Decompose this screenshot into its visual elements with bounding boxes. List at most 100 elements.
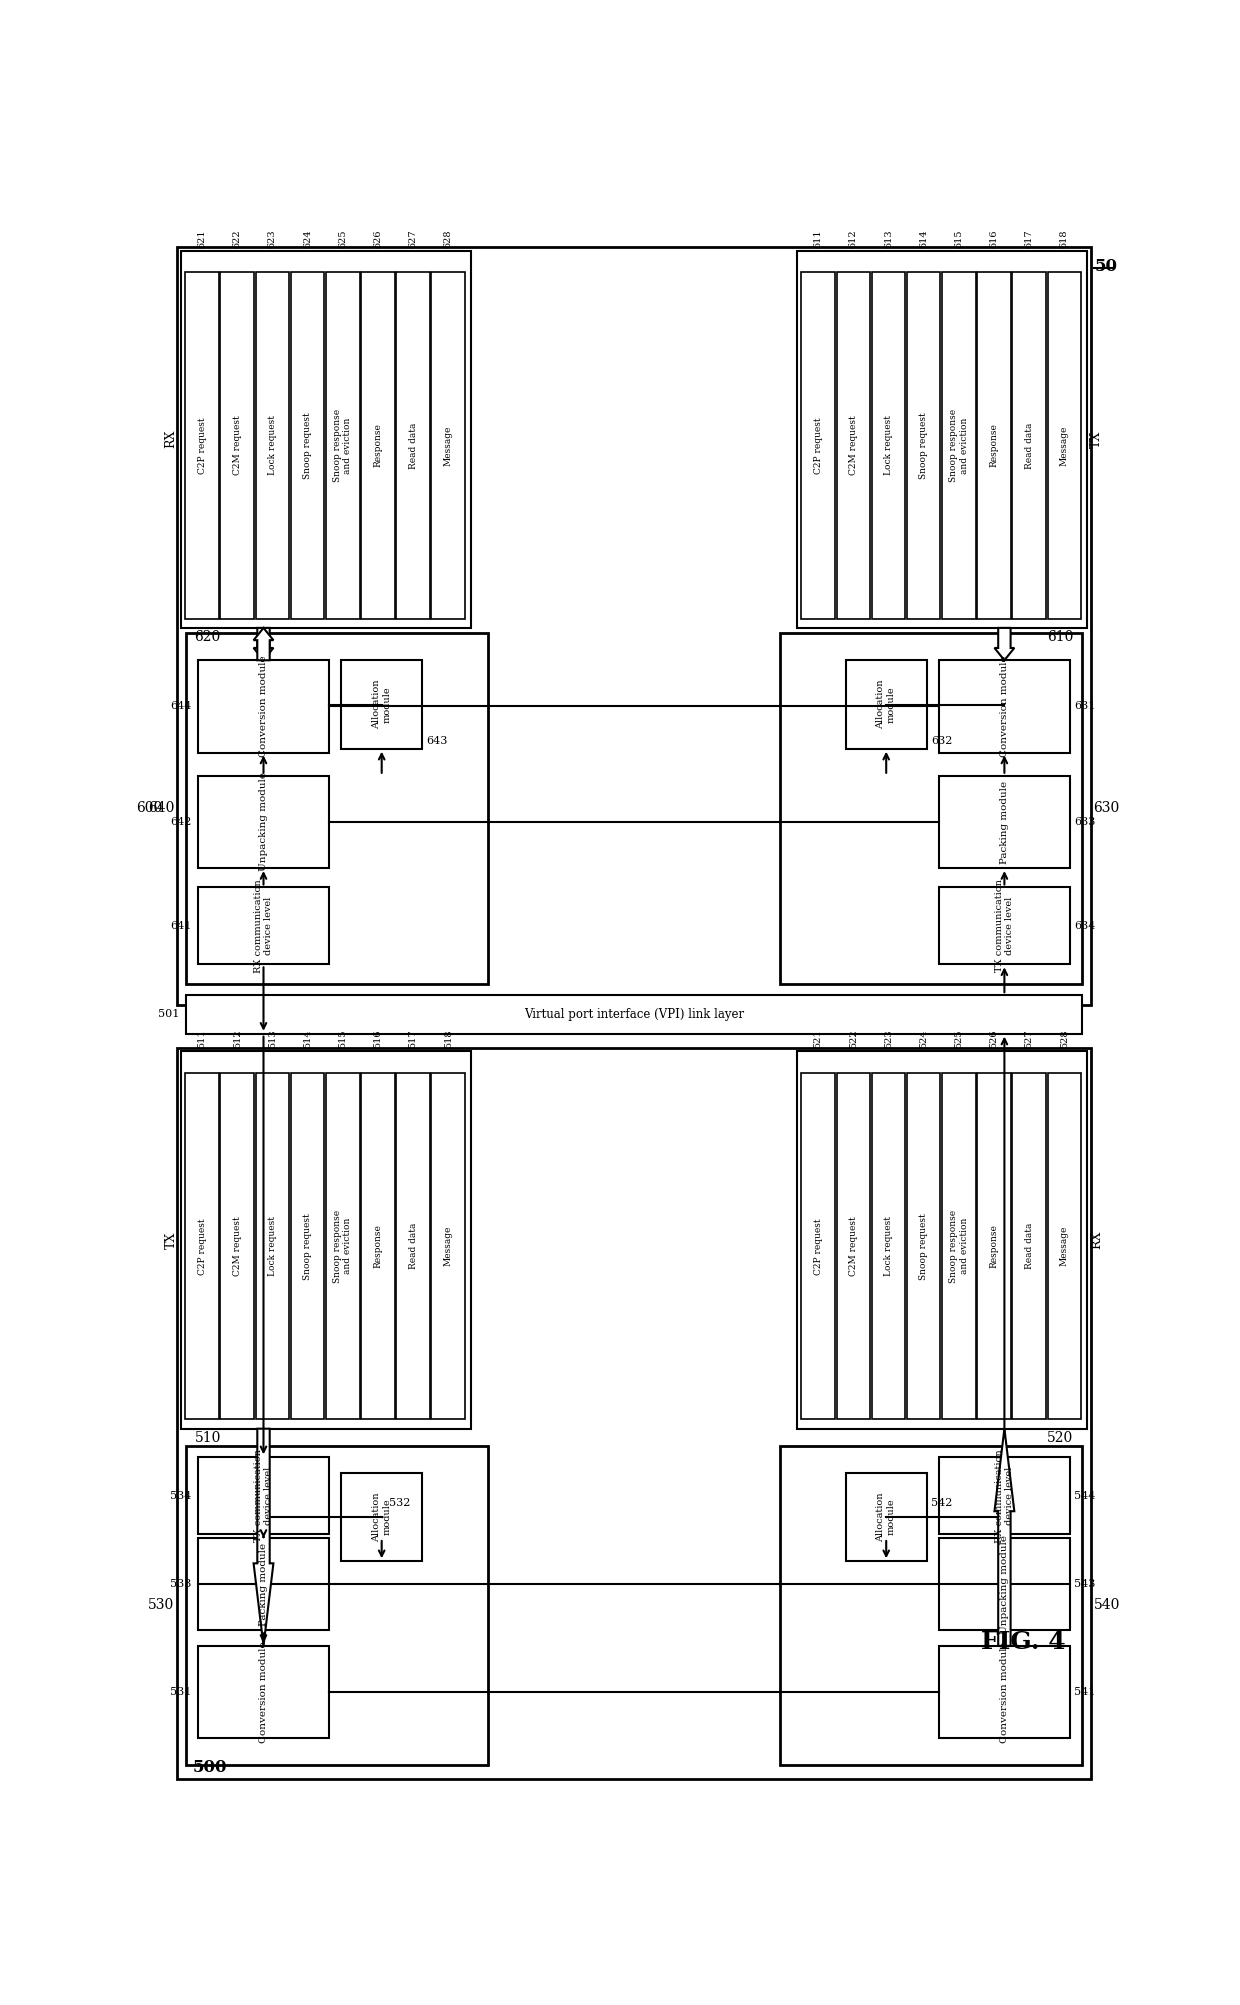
Text: 540: 540 (1094, 1598, 1120, 1612)
Text: 624: 624 (303, 229, 312, 247)
Text: C2M request: C2M request (233, 1217, 242, 1275)
Bar (197, 1538, 330, 1630)
Text: Response: Response (373, 423, 382, 467)
Text: 524: 524 (919, 1031, 929, 1049)
Text: Snoop response
and eviction: Snoop response and eviction (949, 1209, 968, 1283)
Bar (1048, 1073, 1081, 1420)
Text: Snoop response
and eviction: Snoop response and eviction (334, 409, 352, 481)
Bar (801, 1073, 835, 1420)
Bar (432, 273, 465, 620)
Bar (801, 273, 835, 620)
Text: Snoop request: Snoop request (919, 1213, 929, 1279)
Bar (939, 888, 1070, 964)
Bar (797, 251, 1087, 628)
Text: 643: 643 (427, 736, 448, 746)
Text: Read data: Read data (408, 423, 418, 469)
Text: Message: Message (1060, 425, 1069, 465)
Bar (197, 1646, 330, 1738)
Text: 621: 621 (197, 229, 207, 247)
Text: Response: Response (990, 1225, 998, 1267)
Text: C2M request: C2M request (849, 1217, 858, 1275)
Text: 641: 641 (170, 920, 191, 930)
Text: Conversion module: Conversion module (999, 656, 1009, 758)
Bar (846, 660, 926, 748)
Text: TX: TX (1090, 431, 1104, 447)
Bar (942, 273, 976, 620)
Bar (361, 1073, 394, 1420)
Bar (341, 1472, 423, 1562)
Bar (939, 1458, 1070, 1534)
Text: 513: 513 (268, 1031, 277, 1049)
Text: 611: 611 (813, 229, 822, 247)
Bar (185, 1073, 218, 1420)
Bar (221, 1073, 254, 1420)
Bar (186, 1446, 489, 1764)
Bar (872, 1073, 905, 1420)
Text: 618: 618 (1060, 229, 1069, 247)
Bar (939, 1646, 1070, 1738)
FancyArrow shape (994, 628, 1014, 660)
Text: 517: 517 (408, 1031, 418, 1049)
Text: 516: 516 (373, 1031, 382, 1049)
Text: 501: 501 (159, 1009, 180, 1019)
Text: Lock request: Lock request (884, 415, 893, 475)
Text: C2M request: C2M request (849, 415, 858, 475)
Text: 50: 50 (1095, 257, 1118, 275)
Text: 600: 600 (136, 802, 162, 816)
Text: 522: 522 (849, 1031, 858, 1049)
Text: TX communication
device level: TX communication device level (994, 880, 1014, 972)
Text: 531: 531 (170, 1686, 191, 1696)
Text: C2P request: C2P request (813, 417, 822, 473)
Bar (906, 1073, 940, 1420)
Text: 527: 527 (1024, 1031, 1034, 1049)
Text: 612: 612 (849, 229, 858, 247)
Bar (290, 273, 325, 620)
Text: Virtual port interface (VPI) link layer: Virtual port interface (VPI) link layer (523, 1009, 744, 1021)
Text: Read data: Read data (1024, 423, 1034, 469)
Text: Snoop request: Snoop request (303, 413, 312, 479)
Text: Conversion module: Conversion module (999, 1642, 1009, 1742)
Bar (255, 273, 289, 620)
Text: 632: 632 (931, 736, 952, 746)
Bar (837, 1073, 870, 1420)
Bar (797, 1051, 1087, 1430)
Bar (846, 1472, 926, 1562)
Bar (977, 273, 1011, 620)
Text: Snoop request: Snoop request (919, 413, 929, 479)
Bar (255, 1073, 289, 1420)
Text: RX communication
device level: RX communication device level (254, 878, 273, 972)
Bar (872, 273, 905, 620)
Bar (1012, 273, 1047, 620)
Bar (939, 1538, 1070, 1630)
Text: 634: 634 (1074, 920, 1095, 930)
Text: 642: 642 (170, 816, 191, 826)
Text: 627: 627 (408, 229, 418, 247)
Text: 544: 544 (1074, 1490, 1095, 1500)
Bar (906, 273, 940, 620)
Text: RX: RX (165, 431, 177, 449)
Text: Lock request: Lock request (268, 415, 277, 475)
FancyArrow shape (994, 1430, 1014, 1646)
Bar (186, 994, 1081, 1035)
Bar (176, 1047, 1091, 1778)
Bar (186, 634, 489, 984)
Text: 532: 532 (389, 1498, 410, 1508)
Text: Allocation
module: Allocation module (877, 1492, 897, 1542)
Bar (397, 1073, 430, 1420)
Text: 628: 628 (444, 229, 453, 247)
Text: 515: 515 (339, 1031, 347, 1049)
Bar (780, 1446, 1081, 1764)
Text: 631: 631 (1074, 702, 1095, 712)
Text: Conversion module: Conversion module (259, 1642, 268, 1742)
Text: 644: 644 (170, 702, 191, 712)
Text: C2P request: C2P request (813, 1217, 822, 1275)
Text: 534: 534 (170, 1490, 191, 1500)
Text: 541: 541 (1074, 1686, 1095, 1696)
Bar (837, 273, 870, 620)
Text: 626: 626 (373, 229, 382, 247)
Text: 613: 613 (884, 229, 893, 247)
Text: 518: 518 (444, 1031, 453, 1049)
Bar (780, 634, 1081, 984)
Text: Read data: Read data (1024, 1223, 1034, 1269)
Bar (181, 251, 471, 628)
